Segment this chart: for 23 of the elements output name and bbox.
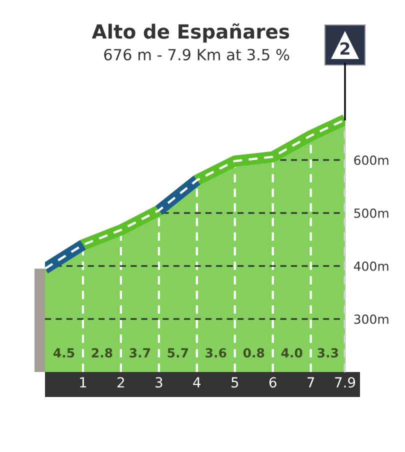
x-tick-label: 1 — [80, 377, 86, 388]
annotation: 3.3 — [318, 348, 338, 358]
y-tick-label: 300m — [354, 314, 388, 324]
annotation: 2 — [340, 42, 350, 55]
annotation: 0.8 — [243, 348, 264, 358]
annotation: 2.8 — [92, 348, 112, 358]
x-tick-label: 3 — [156, 377, 162, 388]
y-tick-label: 400m — [354, 261, 388, 271]
x-tick-label: 7.9 — [335, 377, 356, 388]
annotation: 4.0 — [281, 348, 302, 358]
annotation: 3.7 — [130, 348, 150, 358]
y-tick-label: 500m — [354, 208, 388, 218]
chart-title: Alto de Españares — [92, 23, 290, 43]
annotation: 5.7 — [168, 348, 188, 358]
annotation: 3.6 — [206, 348, 226, 358]
x-tick-label: 2 — [118, 377, 124, 388]
x-tick-label: 7 — [308, 377, 314, 388]
x-tick-label: 4 — [193, 377, 201, 388]
annotation: 4.5 — [53, 348, 74, 358]
chart-subtitle: 676 m - 7.9 Km at 3.5 % — [104, 48, 290, 60]
y-tick-label: 600m — [354, 155, 388, 165]
x-tick-label: 6 — [269, 377, 276, 388]
x-tick-label: 5 — [232, 377, 238, 388]
